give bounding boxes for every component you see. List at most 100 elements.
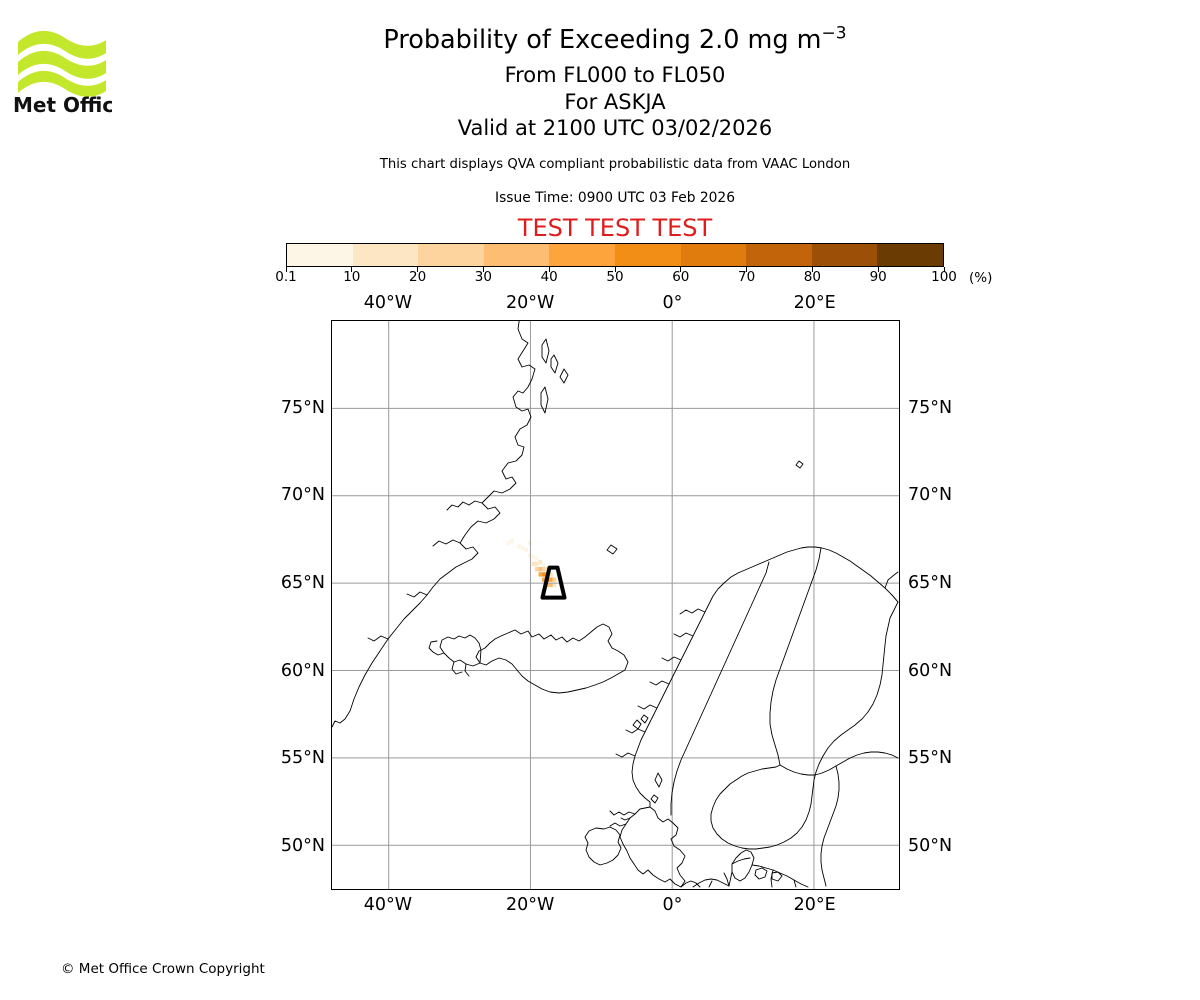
ash-cell xyxy=(552,577,557,582)
colorbar-bands xyxy=(286,243,944,267)
map-canvas xyxy=(332,321,899,889)
coastline-gulf-bothnia xyxy=(710,764,781,850)
lat-label-right-70°N: 70°N xyxy=(908,485,953,506)
qva-note: This chart displays QVA compliant probab… xyxy=(379,157,851,172)
colorbar-tick-label-70: 70 xyxy=(738,269,756,285)
volcano-subtitle: For ASKJA xyxy=(564,90,666,114)
lat-label-left-55°N: 55°N xyxy=(280,748,325,769)
ash-cell xyxy=(510,539,514,544)
lat-label-right-55°N: 55°N xyxy=(908,748,953,769)
lat-label-left-60°N: 60°N xyxy=(280,660,325,681)
coastline-greenland xyxy=(332,321,536,728)
lat-label-left-75°N: 75°N xyxy=(280,397,325,418)
coastline-ireland xyxy=(584,826,622,866)
colorbar-band-60-70 xyxy=(680,244,747,266)
ash-cell xyxy=(542,563,546,568)
colorbar-band-0.1-10 xyxy=(287,244,353,266)
colorbar-tick xyxy=(811,267,813,272)
ash-cell xyxy=(538,559,543,565)
coastline-norway-fjords xyxy=(615,608,706,758)
ash-cell xyxy=(531,561,536,567)
coastline-orkney xyxy=(650,794,659,804)
coastline-gb-scotland-detail xyxy=(609,810,636,827)
colorbar-band-30-40 xyxy=(483,244,550,266)
valid-time-subtitle: Valid at 2100 UTC 03/02/2026 xyxy=(457,116,773,140)
coastline-shetland xyxy=(654,772,663,788)
lat-label-left-50°N: 50°N xyxy=(280,836,325,857)
met-office-logo-svg: Met Office xyxy=(13,30,112,114)
colorbar-tick xyxy=(877,267,879,272)
coastline-norway-west xyxy=(631,582,725,808)
lon-label-bottom-0°: 0° xyxy=(662,895,683,915)
volcano-marker-icon xyxy=(540,565,567,600)
colorbar-tick xyxy=(285,267,287,272)
colorbar-tick-label-100: 100 xyxy=(931,269,957,285)
lat-label-left-65°N: 65°N xyxy=(280,573,325,594)
coastlines-layer xyxy=(332,321,899,888)
colorbar-band-50-60 xyxy=(614,244,681,266)
page-title-text: Probability of Exceeding 2.0 mg m xyxy=(383,25,822,55)
colorbar-tick xyxy=(746,267,748,272)
ash-probability-layer xyxy=(506,539,557,588)
map-plot-area xyxy=(331,320,900,890)
lon-label-bottom-20°W: 20°W xyxy=(505,895,555,915)
ash-cell xyxy=(535,561,539,567)
border-germany-poland xyxy=(770,869,797,888)
ash-cell xyxy=(542,577,546,582)
colorbar-band-80-90 xyxy=(811,244,878,266)
page-title-exponent: −3 xyxy=(821,23,847,44)
lat-label-right-75°N: 75°N xyxy=(908,397,953,418)
lon-label-top-20°W: 20°W xyxy=(505,293,555,313)
flight-level-subtitle: From FL000 to FL050 xyxy=(504,63,726,87)
border-norway-sweden xyxy=(670,561,770,816)
colorbar-tick xyxy=(614,267,616,272)
copyright-notice: © Met Office Crown Copyright xyxy=(61,961,265,977)
coastline-greenland-fjords xyxy=(367,500,483,642)
coastline-iceland-westfjords xyxy=(439,634,482,667)
lon-label-bottom-40°W: 40°W xyxy=(363,895,413,915)
coastline-kola xyxy=(884,571,899,603)
issue-time: Issue Time: 0900 UTC 03 Feb 2026 xyxy=(495,190,735,206)
volcano-source-marker xyxy=(540,565,567,600)
logo-wordmark: Met Office xyxy=(13,93,112,114)
colorbar-tick-label-30: 30 xyxy=(474,269,492,285)
logo-waves xyxy=(18,30,106,97)
lon-label-bottom-20°E: 20°E xyxy=(793,895,836,915)
ash-cell xyxy=(542,572,546,577)
test-banner: TEST TEST TEST xyxy=(517,214,713,242)
colorbar-tick-label-10: 10 xyxy=(343,269,361,285)
ash-cell xyxy=(549,577,553,582)
coastline-iceland xyxy=(475,623,629,694)
ash-cell xyxy=(538,566,543,572)
met-office-logo: Met Office xyxy=(10,18,112,114)
lon-label-top-40°W: 40°W xyxy=(363,293,413,313)
coastline-denmark xyxy=(731,849,755,882)
coastline-denmark-islands xyxy=(754,867,783,882)
ash-cell xyxy=(542,566,546,572)
coastline-bear-island xyxy=(795,460,804,469)
coastline-iceland-nw-detail xyxy=(428,640,470,677)
lon-label-top-20°E: 20°E xyxy=(793,293,836,313)
colorbar-band-20-30 xyxy=(418,244,484,266)
lon-label-top-0°: 0° xyxy=(662,293,683,313)
ash-cell xyxy=(524,547,528,553)
colorbar-tick-label-90: 90 xyxy=(869,269,887,285)
coastline-jan-mayen xyxy=(606,544,618,555)
colorbar-tick-label-20: 20 xyxy=(409,269,427,285)
colorbar-tick-label-40: 40 xyxy=(540,269,558,285)
colorbar-tick xyxy=(680,267,682,272)
colorbar-tick-label-80: 80 xyxy=(803,269,821,285)
ash-cell xyxy=(531,554,536,560)
coastline-netherlands-belgium xyxy=(680,880,701,888)
ash-cell xyxy=(538,572,543,577)
ash-cell xyxy=(506,540,511,546)
coastline-europe-north xyxy=(692,857,809,888)
colorbar-tick-label-0.1: 0.1 xyxy=(275,269,297,285)
border-sweden-finland xyxy=(769,547,822,766)
ash-cell xyxy=(549,582,553,588)
colorbar xyxy=(286,243,944,267)
colorbar-tick xyxy=(351,267,353,272)
colorbar-tick xyxy=(548,267,550,272)
ash-cell xyxy=(527,540,532,546)
coastline-baltic-east xyxy=(820,765,840,887)
